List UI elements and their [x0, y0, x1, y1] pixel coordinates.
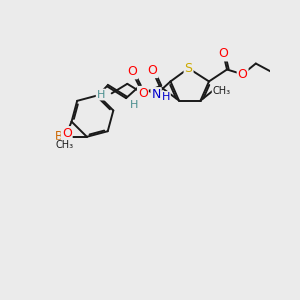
Text: O: O	[138, 87, 148, 100]
Text: H: H	[97, 90, 105, 100]
Text: O: O	[62, 127, 72, 140]
Text: O: O	[218, 47, 228, 61]
Text: N: N	[152, 88, 161, 101]
Text: O: O	[238, 68, 248, 81]
Text: Br: Br	[55, 130, 68, 143]
Text: O: O	[127, 65, 137, 78]
Text: H: H	[161, 92, 170, 102]
Text: H: H	[130, 100, 139, 110]
Text: S: S	[184, 62, 193, 75]
Text: O: O	[148, 64, 158, 77]
Text: CH₃: CH₃	[55, 140, 74, 151]
Text: CH₃: CH₃	[213, 86, 231, 96]
